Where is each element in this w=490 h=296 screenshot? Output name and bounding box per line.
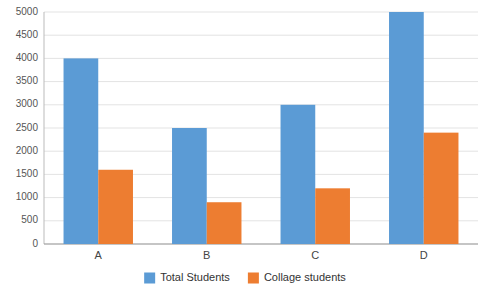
x-tick-label: D bbox=[420, 249, 428, 261]
legend-label: Collage students bbox=[264, 271, 346, 283]
bars bbox=[64, 12, 459, 244]
y-tick-label: 5000 bbox=[16, 6, 39, 17]
y-axis: 0 500 1000 1500 2000 2500 3000 3500 4000 4500 5000 bbox=[16, 6, 39, 249]
bar bbox=[98, 170, 133, 244]
y-tick-label: 1000 bbox=[16, 191, 39, 202]
bar bbox=[424, 133, 459, 244]
chart-svg: 0 500 1000 1500 2000 2500 3000 3500 4000 4500 5000… bbox=[0, 0, 490, 296]
legend-item: Total Students bbox=[144, 271, 230, 284]
y-tick-label: 4500 bbox=[16, 29, 39, 40]
y-tick-label: 2000 bbox=[16, 145, 39, 156]
y-tick-label: 1500 bbox=[16, 168, 39, 179]
x-axis: A B C D bbox=[95, 249, 428, 261]
bar bbox=[315, 188, 350, 244]
x-tick-label: C bbox=[311, 249, 319, 261]
bar bbox=[281, 105, 316, 244]
legend: Total Students Collage students bbox=[144, 271, 346, 284]
legend-swatch bbox=[248, 273, 259, 284]
y-tick-label: 500 bbox=[21, 214, 38, 225]
y-axis-line bbox=[44, 12, 45, 244]
bar bbox=[207, 202, 242, 244]
bar bbox=[389, 12, 424, 244]
y-tick-label: 3500 bbox=[16, 75, 39, 86]
y-tick-label: 2500 bbox=[16, 122, 39, 133]
bar bbox=[172, 128, 207, 244]
legend-swatch bbox=[144, 273, 155, 284]
x-tick-label: A bbox=[95, 249, 103, 261]
bar bbox=[64, 58, 99, 244]
y-grid bbox=[44, 12, 478, 244]
y-tick-label: 4000 bbox=[16, 52, 39, 63]
chart-container: 0 500 1000 1500 2000 2500 3000 3500 4000 4500 5000… bbox=[0, 0, 490, 296]
y-tick-label: 0 bbox=[32, 238, 38, 249]
y-tick-label: 3000 bbox=[16, 98, 39, 109]
legend-label: Total Students bbox=[160, 271, 230, 283]
x-tick-label: B bbox=[203, 249, 210, 261]
legend-item: Collage students bbox=[248, 271, 346, 284]
